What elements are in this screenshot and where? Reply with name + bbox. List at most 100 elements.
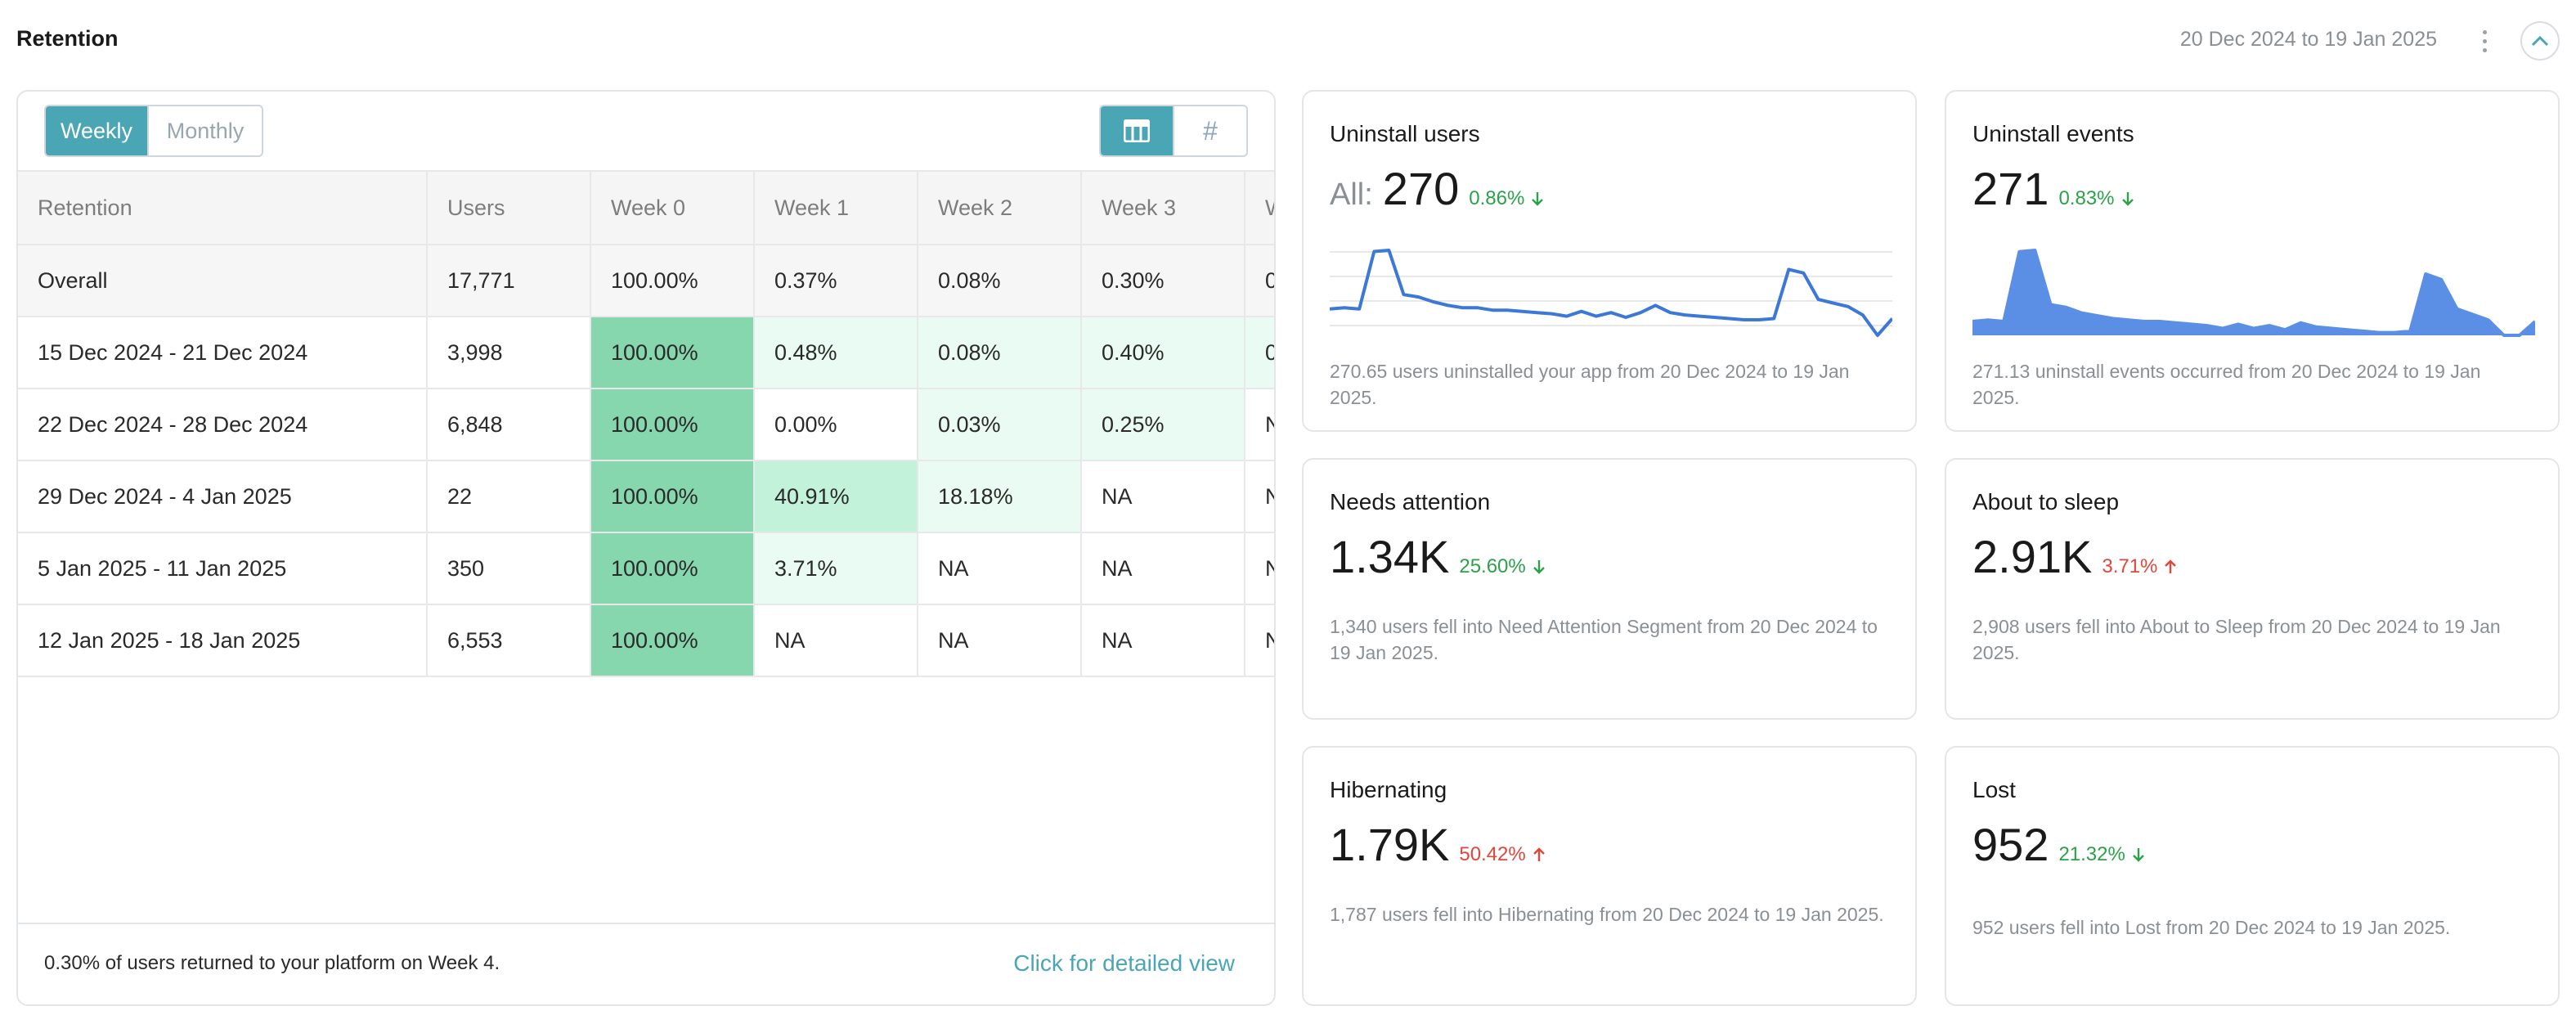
change-value: 21.32% (2058, 843, 2125, 865)
change-badge: 25.60% (1459, 555, 1545, 578)
arrow-down-icon (2132, 848, 2144, 862)
table-row[interactable]: 29 Dec 2024 - 4 Jan 2025 22 100.00% 40.9… (18, 460, 1274, 533)
collapse-button[interactable] (2520, 21, 2560, 61)
card-value: 1.34K (1330, 531, 1450, 582)
card-value-row: 2.91K 3.71% (1972, 530, 2177, 583)
retention-cell: N (1245, 604, 1274, 677)
period-toggle: Weekly Monthly (44, 105, 263, 157)
card-description: 2,908 users fell into About to Sleep fro… (1972, 616, 2501, 663)
cohort-label: 12 Jan 2025 - 18 Jan 2025 (18, 604, 428, 677)
cohort-users: 3,998 (427, 317, 591, 389)
retention-cell: N (1245, 532, 1274, 605)
retention-cell: 0.48% (754, 317, 918, 389)
retention-cell: 100.00% (590, 604, 755, 677)
table-view-button[interactable] (1101, 106, 1173, 155)
table-header-row: Retention Users Week 0 Week 1 Week 2 Wee… (18, 170, 1274, 245)
card-value-row: 271 0.83% (1972, 162, 2134, 215)
retention-cell: 0.40% (1081, 317, 1245, 389)
section-title: Retention (16, 26, 119, 51)
column-header[interactable]: Week 0 (590, 170, 755, 245)
table-row[interactable]: 15 Dec 2024 - 21 Dec 2024 3,998 100.00% … (18, 317, 1274, 389)
retention-cell: 100.00% (590, 317, 755, 389)
table-row[interactable]: 22 Dec 2024 - 28 Dec 2024 6,848 100.00% … (18, 388, 1274, 461)
value-prefix: All: (1330, 177, 1373, 212)
cohort-users: 6,848 (427, 388, 591, 461)
cohort-label: Overall (18, 245, 428, 317)
retention-cell: 0.08% (918, 245, 1082, 317)
card-description: 1,787 users fell into Hibernating from 2… (1330, 904, 1884, 925)
card-description: 271.13 uninstall events occurred from 20… (1972, 361, 2481, 408)
table-row[interactable]: Overall 17,771 100.00% 0.37% 0.08% 0.30%… (18, 245, 1274, 317)
change-value: 50.42% (1459, 843, 1526, 865)
hibernating-card[interactable]: Hibernating 1.79K 50.42% 1,787 users fel… (1302, 746, 1917, 1006)
retention-cell: 0 (1245, 317, 1274, 389)
change-badge: 50.42% (1459, 843, 1545, 866)
card-title: Needs attention (1330, 489, 1491, 514)
card-value: 270 (1382, 163, 1460, 214)
uninstall-events-sparkline (1972, 249, 2535, 337)
table-icon (1124, 119, 1150, 142)
retention-cell: NA (1081, 532, 1245, 605)
change-value: 25.60% (1459, 555, 1526, 577)
retention-cell: N (1245, 460, 1274, 533)
retention-panel: Weekly Monthly # Retention Users (16, 90, 1276, 1006)
retention-cell: 0.00% (754, 388, 918, 461)
card-title: Lost (1972, 777, 2016, 802)
retention-cell: 100.00% (590, 532, 755, 605)
weekly-toggle[interactable]: Weekly (46, 106, 147, 155)
needs-attention-card[interactable]: Needs attention 1.34K 25.60% 1,340 users… (1302, 458, 1917, 720)
retention-table: Retention Users Week 0 Week 1 Week 2 Wee… (18, 170, 1274, 677)
arrow-down-icon (2121, 192, 2134, 206)
uninstall-events-card[interactable]: Uninstall events 271 0.83% 271.13 uninst… (1945, 90, 2560, 432)
change-badge: 0.83% (2058, 187, 2134, 210)
chevron-up-icon (2531, 35, 2549, 47)
card-value-row: 1.79K 50.42% (1330, 818, 1546, 871)
column-header[interactable]: Week 2 (918, 170, 1082, 245)
card-description: 952 users fell into Lost from 20 Dec 202… (1972, 917, 2451, 938)
detailed-view-link[interactable]: Click for detailed view (1013, 950, 1235, 976)
retention-cell: NA (918, 604, 1082, 677)
number-view-button[interactable]: # (1173, 106, 1246, 155)
card-title: About to sleep (1972, 489, 2120, 514)
uninstall-users-card[interactable]: Uninstall users All: 270 0.86% 270.65 us… (1302, 90, 1917, 432)
column-header[interactable]: Users (427, 170, 591, 245)
card-value: 271 (1972, 163, 2049, 214)
table-row[interactable]: 12 Jan 2025 - 18 Jan 2025 6,553 100.00% … (18, 604, 1274, 677)
card-title: Hibernating (1330, 777, 1447, 802)
column-header[interactable]: Week 1 (754, 170, 918, 245)
column-header[interactable]: W (1245, 170, 1274, 245)
monthly-toggle[interactable]: Monthly (147, 106, 262, 155)
card-description: 270.65 users uninstalled your app from 2… (1330, 361, 1850, 408)
sparkline-line (1972, 249, 2535, 337)
date-range[interactable]: 20 Dec 2024 to 19 Jan 2025 (2179, 28, 2437, 51)
change-value: 3.71% (2102, 555, 2158, 577)
retention-cell: NA (918, 532, 1082, 605)
cohort-label: 5 Jan 2025 - 11 Jan 2025 (18, 532, 428, 605)
arrow-down-icon (1533, 560, 1545, 574)
view-toggle: # (1099, 105, 1248, 157)
uninstall-users-sparkline (1330, 249, 1892, 337)
retention-cell: 18.18% (918, 460, 1082, 533)
retention-footer: 0.30% of users returned to your platform… (18, 923, 1274, 1004)
retention-cell: 0.25% (1081, 388, 1245, 461)
lost-card[interactable]: Lost 952 21.32% 952 users fell into Lost… (1945, 746, 2560, 1006)
about-to-sleep-card[interactable]: About to sleep 2.91K 3.71% 2,908 users f… (1945, 458, 2560, 720)
retention-cell: N (1245, 388, 1274, 461)
retention-cell: 0.30% (1081, 245, 1245, 317)
card-value: 2.91K (1972, 531, 2093, 582)
hash-icon: # (1203, 115, 1218, 146)
retention-cell: 100.00% (590, 460, 755, 533)
retention-cell: NA (1081, 460, 1245, 533)
retention-cell: 100.00% (590, 245, 755, 317)
card-value: 1.79K (1330, 819, 1450, 870)
more-options-icon[interactable] (2475, 25, 2494, 57)
change-value: 0.83% (2058, 187, 2115, 209)
retention-cell: 100.00% (590, 388, 755, 461)
column-header[interactable]: Retention (18, 170, 428, 245)
sparkline-line (1330, 249, 1892, 337)
card-title: Uninstall users (1330, 121, 1480, 146)
column-header[interactable]: Week 3 (1081, 170, 1245, 245)
table-row[interactable]: 5 Jan 2025 - 11 Jan 2025 350 100.00% 3.7… (18, 532, 1274, 605)
cohort-users: 22 (427, 460, 591, 533)
